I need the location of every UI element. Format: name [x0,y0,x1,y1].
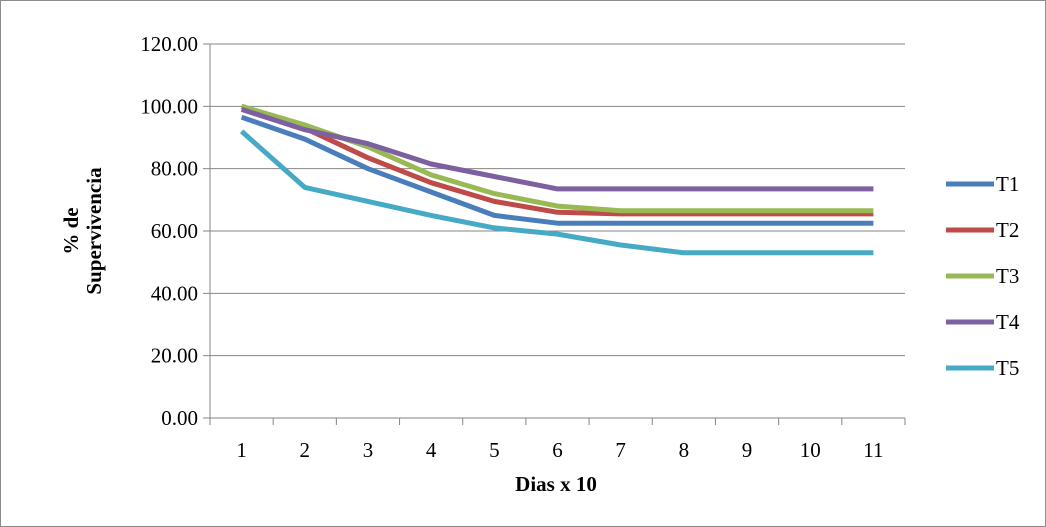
x-tick-label-11: 11 [863,438,883,462]
series-line-t1 [240,114,874,226]
y-tick-label-6: 120.00 [140,32,198,56]
x-tick-label-8: 8 [679,438,690,462]
legend-label-t1: T1 [996,172,1019,196]
x-tick-label-1: 1 [236,438,247,462]
axes [203,43,906,425]
series-line-t5 [239,129,874,256]
x-tick-label-10: 10 [800,438,821,462]
y-axis-title-line-2: Supervivencia [82,167,106,295]
y-tick-labels: 0.00 20.00 40.00 60.00 80.00 100.00 120.00 [140,32,198,430]
y-tick-label-1: 20.00 [151,344,198,368]
gridlines [210,43,905,357]
legend-label-t2: T2 [996,218,1019,242]
x-tick-label-6: 6 [552,438,563,462]
x-tick-label-2: 2 [300,438,311,462]
x-tick-label-4: 4 [426,438,437,462]
y-tick-label-3: 60.00 [151,219,198,243]
x-tick-labels: 1 2 3 4 5 6 7 8 9 10 11 [236,438,883,462]
y-axis-title-line-1: % de [59,207,83,254]
x-tick-label-7: 7 [615,438,626,462]
x-tick-label-5: 5 [489,438,500,462]
y-tick-label-2: 40.00 [151,281,198,305]
legend: T1 T2 T3 T4 T5 [946,172,1020,380]
y-tick-label-0: 0.00 [161,406,198,430]
y-tick-label-4: 80.00 [151,157,198,181]
series-lines [239,103,874,256]
y-tick-label-5: 100.00 [140,94,198,118]
y-axis-title: % de Supervivencia [59,167,106,295]
x-axis-title: Dias x 10 [515,472,597,496]
legend-label-t3: T3 [996,264,1019,288]
legend-label-t5: T5 [996,356,1019,380]
x-tick-label-9: 9 [742,438,753,462]
series-line-t4 [240,107,874,192]
legend-label-t4: T4 [996,310,1020,334]
series-line-t2 [240,103,874,217]
x-tick-label-3: 3 [363,438,374,462]
